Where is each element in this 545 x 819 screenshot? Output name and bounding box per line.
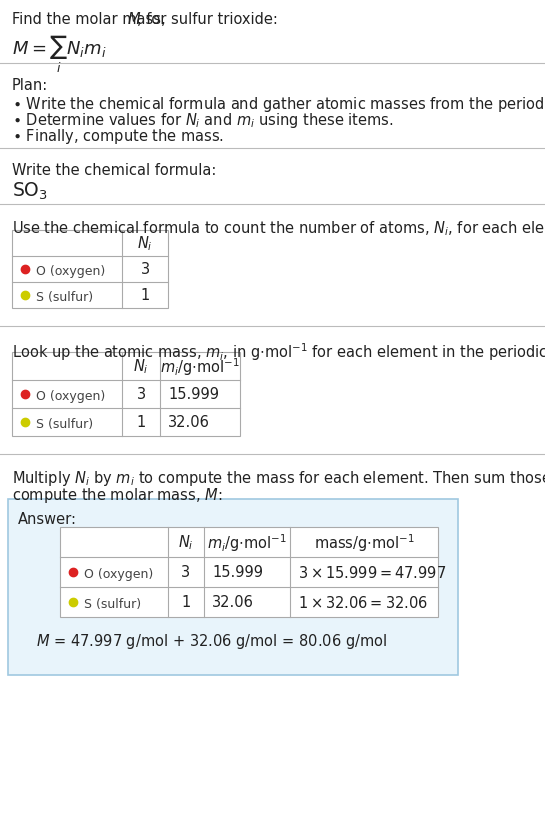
Text: 3: 3 (181, 565, 191, 580)
Text: $M$ = 47.997 g/mol + 32.06 g/mol = 80.06 g/mol: $M$ = 47.997 g/mol + 32.06 g/mol = 80.06… (36, 631, 387, 651)
Text: compute the molar mass, $M$:: compute the molar mass, $M$: (12, 486, 222, 505)
Text: $3 \times 15.999 = 47.997$: $3 \times 15.999 = 47.997$ (298, 564, 446, 581)
Text: $M = \sum_i N_i m_i$: $M = \sum_i N_i m_i$ (12, 34, 106, 75)
Text: Look up the atomic mass, $m_i$, in g$\cdot$mol$^{-1}$ for each element in the pe: Look up the atomic mass, $m_i$, in g$\cd… (12, 341, 545, 362)
Text: 3: 3 (136, 387, 146, 402)
Bar (12, 352, 240, 437)
Text: 15.999: 15.999 (168, 387, 219, 402)
Text: S (sulfur): S (sulfur) (36, 291, 93, 304)
Text: $\bullet$ Finally, compute the mass.: $\bullet$ Finally, compute the mass. (12, 127, 224, 146)
Text: , for sulfur trioxide:: , for sulfur trioxide: (137, 12, 278, 27)
Text: O (oxygen): O (oxygen) (84, 568, 153, 581)
Bar (8, 500, 458, 675)
Bar (12, 231, 168, 309)
Text: $N_i$: $N_i$ (133, 357, 149, 376)
Text: $N_i$: $N_i$ (178, 533, 194, 552)
Text: $N_i$: $N_i$ (137, 234, 153, 253)
Text: O (oxygen): O (oxygen) (36, 390, 105, 402)
Text: 15.999: 15.999 (212, 565, 263, 580)
Text: 32.06: 32.06 (168, 415, 210, 430)
Text: Write the chemical formula:: Write the chemical formula: (12, 163, 216, 178)
Text: Multiply $N_i$ by $m_i$ to compute the mass for each element. Then sum those val: Multiply $N_i$ by $m_i$ to compute the m… (12, 468, 545, 487)
Text: $1 \times 32.06 = 32.06$: $1 \times 32.06 = 32.06$ (298, 595, 428, 610)
Text: Answer:: Answer: (18, 511, 77, 527)
Text: $\bullet$ Determine values for $N_i$ and $m_i$ using these items.: $\bullet$ Determine values for $N_i$ and… (12, 111, 393, 130)
Text: O (oxygen): O (oxygen) (36, 265, 105, 278)
Text: $\bullet$ Write the chemical formula and gather atomic masses from the periodic : $\bullet$ Write the chemical formula and… (12, 95, 545, 114)
Text: M: M (128, 12, 141, 27)
Text: Find the molar mass,: Find the molar mass, (12, 12, 170, 27)
Text: S (sulfur): S (sulfur) (36, 418, 93, 431)
Text: $m_i$/g$\cdot$mol$^{-1}$: $m_i$/g$\cdot$mol$^{-1}$ (207, 532, 287, 553)
Text: SO$_3$: SO$_3$ (12, 181, 48, 202)
Text: 1: 1 (141, 288, 150, 303)
Text: 32.06: 32.06 (212, 595, 254, 610)
Text: 1: 1 (181, 595, 191, 610)
Bar (60, 527, 438, 618)
Text: mass/g$\cdot$mol$^{-1}$: mass/g$\cdot$mol$^{-1}$ (313, 532, 414, 553)
Text: $m_i$/g$\cdot$mol$^{-1}$: $m_i$/g$\cdot$mol$^{-1}$ (160, 355, 240, 378)
Text: 3: 3 (141, 262, 149, 277)
Text: Use the chemical formula to count the number of atoms, $N_i$, for each element:: Use the chemical formula to count the nu… (12, 219, 545, 238)
Text: 1: 1 (136, 415, 146, 430)
Text: S (sulfur): S (sulfur) (84, 597, 141, 610)
Text: Plan:: Plan: (12, 78, 49, 93)
